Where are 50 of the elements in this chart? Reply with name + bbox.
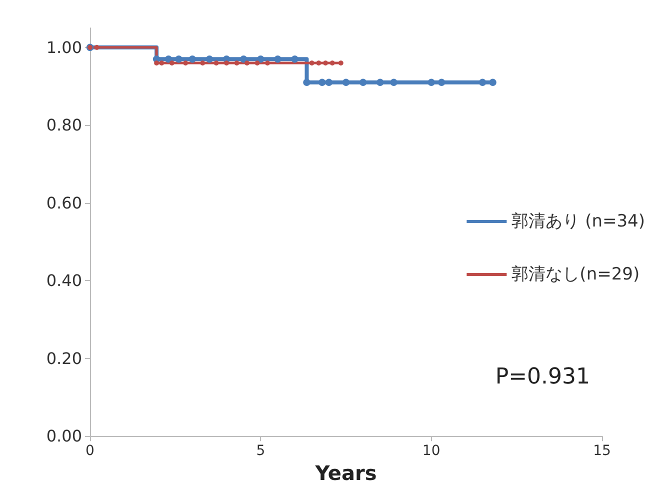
point xyxy=(183,60,188,66)
point xyxy=(200,60,206,66)
point xyxy=(330,60,335,66)
point xyxy=(318,78,326,86)
point xyxy=(291,55,298,63)
point xyxy=(390,78,398,86)
point xyxy=(244,60,250,66)
y-tick-label: 1.00 xyxy=(46,38,82,57)
point xyxy=(325,78,333,86)
point xyxy=(254,60,260,66)
point xyxy=(309,60,314,66)
point xyxy=(342,78,350,86)
annotation: P=0.931 xyxy=(495,364,590,390)
point xyxy=(164,55,172,63)
x-tick-label: 10 xyxy=(422,443,440,460)
point xyxy=(224,60,230,66)
point xyxy=(257,55,264,63)
point xyxy=(188,55,196,63)
point xyxy=(478,78,486,86)
y-tick-label: 0.60 xyxy=(46,193,82,212)
point xyxy=(376,78,384,86)
point xyxy=(175,55,182,63)
point xyxy=(94,44,100,50)
x-tick-label: 0 xyxy=(86,443,94,460)
point xyxy=(338,60,344,66)
x-tick-label: 5 xyxy=(256,443,266,460)
point xyxy=(234,60,240,66)
point xyxy=(206,55,214,63)
point xyxy=(265,60,270,66)
point xyxy=(359,78,367,86)
point xyxy=(169,60,174,66)
y-tick-label: 0.80 xyxy=(46,116,82,135)
point xyxy=(159,60,164,66)
x-tick-label: 15 xyxy=(593,443,611,460)
x-axis-title: Years xyxy=(314,461,377,485)
point xyxy=(489,78,496,86)
point xyxy=(428,78,435,86)
point xyxy=(323,60,328,66)
point xyxy=(154,60,160,66)
y-tick-label: 0.00 xyxy=(46,426,82,446)
point xyxy=(303,78,310,86)
point xyxy=(240,55,248,63)
legend-label: 郭清なし(n=29) xyxy=(512,264,640,284)
point xyxy=(438,78,446,86)
y-tick-label: 0.20 xyxy=(46,348,82,368)
point xyxy=(274,55,282,63)
point xyxy=(316,60,322,66)
legend-label: 郭清あり (n=34) xyxy=(512,212,646,232)
point xyxy=(214,60,219,66)
y-tick-label: 0.40 xyxy=(46,271,82,290)
